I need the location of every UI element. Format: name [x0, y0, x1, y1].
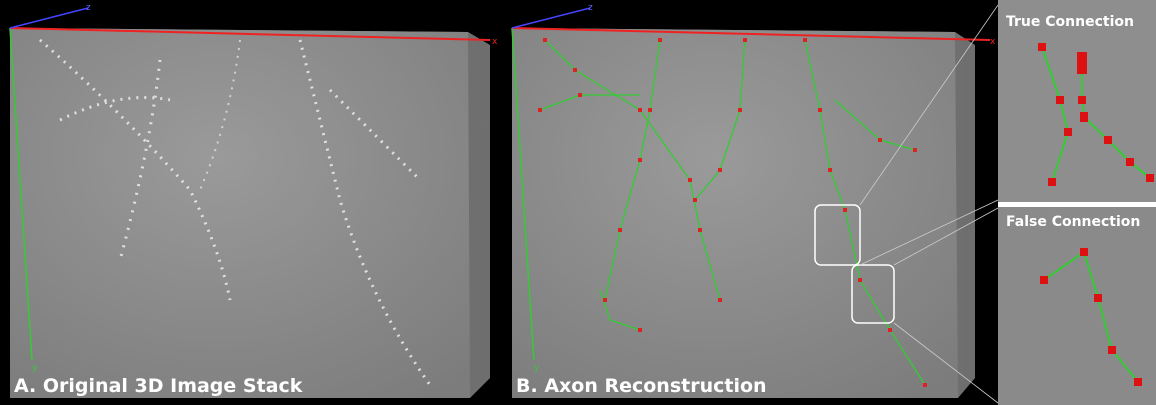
inset-image	[998, 0, 1156, 202]
panel-label: B. Axon Reconstruction	[516, 375, 767, 397]
y-label: y	[534, 363, 540, 373]
divider	[998, 202, 1156, 207]
inset-false: False Connection	[998, 207, 1156, 405]
x-label: x	[990, 37, 996, 47]
x-label: x	[492, 37, 498, 47]
z-label: z	[86, 3, 91, 13]
panel-a: x y z A. Original 3D Image Stack	[10, 3, 498, 398]
panel-label: A. Original 3D Image Stack	[14, 375, 303, 397]
volume-front	[512, 28, 958, 398]
inset-true: True Connection	[998, 0, 1156, 202]
panel-b: x y z B. Axon Reconstr	[512, 3, 998, 403]
y-label: y	[32, 363, 38, 373]
z-label: z	[588, 3, 593, 13]
inset-title: False Connection	[1006, 214, 1140, 230]
inset-title: True Connection	[1006, 14, 1134, 30]
figure: x y z A. Original 3D Image Stack x y z	[0, 0, 1156, 405]
